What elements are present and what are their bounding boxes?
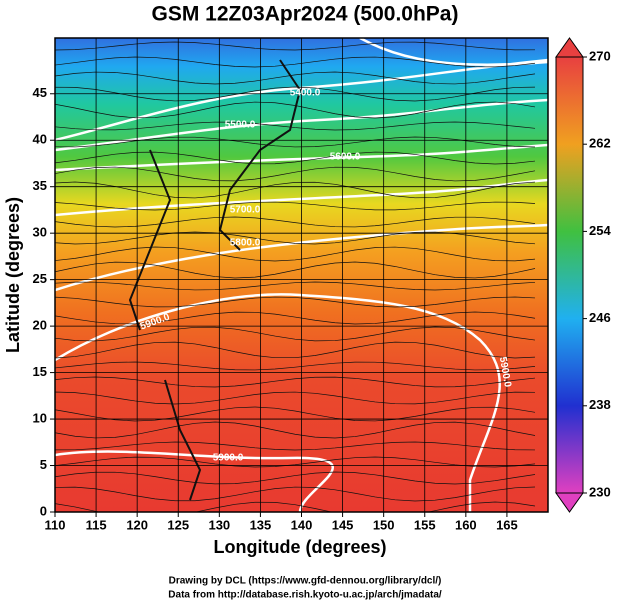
contour-label: 5900.0 [497,356,513,388]
contour-line [55,223,548,292]
contour-line [55,58,548,142]
streamline [55,421,536,439]
streamline [55,56,536,68]
streamline [55,181,536,199]
contour-label: 5900.0 [213,453,244,464]
streamline [55,151,536,165]
y-axis-label: Latitude (degrees) [3,197,23,353]
x-tick-label: 110 [45,517,66,532]
colorbar [555,56,584,494]
x-tick-label: 150 [373,517,395,532]
contour-line [359,38,548,66]
x-tick-label: 140 [291,517,313,532]
streamline [55,71,536,85]
contour-line [55,178,548,217]
streamline [55,261,536,279]
streamline [55,216,536,228]
streamline [55,166,536,182]
contour-line [55,450,334,512]
x-tick-label: 165 [496,517,518,532]
y-tick-label: 35 [33,178,47,193]
streamline [55,341,536,359]
credit: Data from http://database.rish.kyoto-u.a… [168,590,442,601]
streamline [55,311,536,325]
streamline [55,201,536,211]
streamline [55,326,536,342]
streamline [55,391,536,405]
contour-label: 5400.0 [290,88,321,99]
contour-label: 5700.0 [230,205,261,216]
y-tick-label: 15 [33,364,47,379]
coastline [128,59,302,501]
credit: Drawing by DCL (https://www.gfd-dennou.o… [169,576,442,587]
y-tick-label: 30 [33,225,47,240]
contour-label: 5800.0 [230,238,261,249]
y-tick-label: 25 [33,271,47,286]
streamline [55,101,536,119]
x-tick-label: 155 [414,517,436,532]
y-tick-label: 40 [33,132,47,147]
streamline [55,441,536,451]
x-tick-label: 120 [126,517,148,532]
x-tick-label: 115 [86,517,107,532]
streamline [55,501,536,512]
y-tick-label: 5 [40,457,47,472]
colorbar-tick-label: 262 [589,136,611,151]
streamline [55,41,536,51]
streamline [55,136,536,148]
title: GSM 12Z03Apr2024 (500.0hPa) [152,3,459,26]
streamline [55,406,536,422]
streamline [55,361,536,371]
contour-label: 5500.0 [225,120,256,131]
x-tick-label: 125 [167,517,189,532]
colorbar-tick-label: 246 [589,310,611,325]
colorbar-extension [555,492,584,513]
x-tick-label: 135 [250,517,272,532]
x-tick-label: 145 [332,517,354,532]
streamline [55,376,536,388]
x-tick-label: 130 [208,517,230,532]
contour-label: 5600.0 [330,152,361,163]
x-axis-label: Longitude (degrees) [213,537,386,557]
streamline [55,296,536,308]
y-tick-label: 45 [33,85,47,100]
streamline [55,121,536,131]
y-tick-label: 10 [33,410,47,425]
streamline [55,486,536,502]
streamline [55,281,536,291]
streamline [55,471,536,485]
colorbar-tick-label: 238 [589,397,611,412]
y-tick-label: 20 [33,318,47,333]
y-tick-label: 0 [40,503,47,518]
x-tick-label: 160 [455,517,477,532]
colorbar-tick-label: 270 [589,48,611,63]
contour-line [55,293,501,512]
colorbar-tick-label: 230 [589,484,611,499]
streamline [55,246,536,262]
colorbar-extension [555,37,584,58]
colorbar-tick-label: 254 [589,223,611,238]
